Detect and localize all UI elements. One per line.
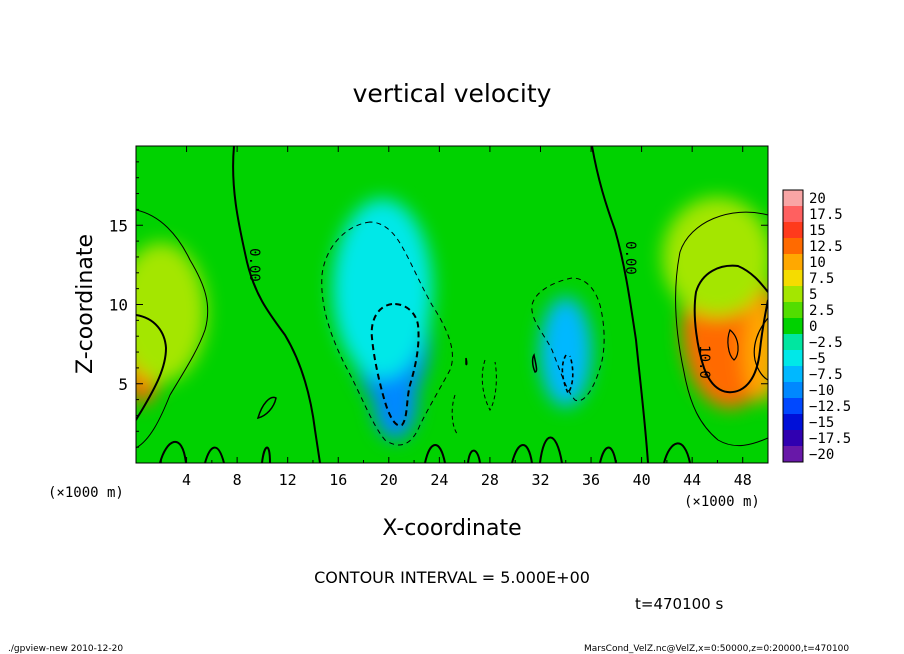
contour-m5-b: [531, 277, 605, 402]
colorbar-swatch: [783, 334, 803, 351]
colorbar-swatch: [783, 430, 803, 447]
plot-area: [136, 146, 768, 463]
colorbar-label: −12.5: [809, 399, 851, 415]
contour-15-right: [727, 329, 739, 361]
colorbar-label: 10: [809, 255, 826, 271]
colorbar-label: 5: [809, 287, 817, 303]
field-patch: [136, 242, 207, 383]
contour-m5-a: [321, 221, 453, 446]
x-tick-label: 48: [734, 471, 752, 489]
x-tick-label: 40: [633, 471, 651, 489]
contour-m5-c: [451, 394, 459, 436]
y-axis: 5 10 15: [109, 161, 768, 448]
colorbar-swatch: [783, 446, 803, 463]
colorbar-swatch: [783, 206, 803, 223]
colorbar-swatch: [783, 270, 803, 287]
field-patch: [539, 297, 592, 408]
colorbar-swatch: [783, 190, 803, 207]
colorbar-label: 2.5: [809, 303, 834, 319]
contour-label-2: 10.0: [696, 345, 712, 379]
colorbar-swatch: [783, 254, 803, 271]
contour-interval: CONTOUR INTERVAL = 5.000E+00: [314, 568, 590, 587]
colorbar-label: 15: [809, 223, 826, 239]
colorbar-label: −17.5: [809, 431, 851, 447]
contour-m10-a: [370, 302, 420, 427]
x-axis: 4 8 12 16 20 24 28 32 36 40 44 48: [160, 146, 769, 489]
colorbar-label: −15: [809, 415, 834, 431]
x-tick-label: 36: [582, 471, 600, 489]
colorbar-label: −7.5: [809, 367, 843, 383]
colorbar: 2017.51512.5107.552.50−2.5−5−7.5−10−12.5…: [782, 189, 851, 463]
contour-small-mid: [465, 353, 538, 373]
colorbar-swatch: [783, 238, 803, 255]
colorbar-label: −20: [809, 447, 834, 463]
colorbar-label: −5: [809, 351, 826, 367]
field-patch: [373, 359, 418, 440]
contour-10-right: [693, 264, 768, 394]
colorbar-label: 17.5: [809, 207, 843, 223]
time-stamp: t=470100 s: [635, 595, 723, 613]
chart-title: vertical velocity: [353, 79, 552, 108]
x-tick-label: 16: [329, 471, 347, 489]
colorbar-swatch: [783, 302, 803, 319]
x-unit-right: (×1000 m): [684, 494, 760, 510]
footer-program: ./gpview-new 2010-12-20: [8, 644, 123, 654]
field-patch: [332, 198, 433, 379]
colorbar-label: 12.5: [809, 239, 843, 255]
colorbar-label: −2.5: [809, 335, 843, 351]
colorbar-swatch: [783, 414, 803, 431]
colorbar-label: −10: [809, 383, 834, 399]
colorbar-swatch: [783, 286, 803, 303]
x-axis-label: X-coordinate: [382, 516, 521, 541]
contour-15-edge: [753, 317, 768, 381]
colorbar-swatch: [783, 366, 803, 383]
x-tick-label: 4: [182, 471, 191, 489]
contour-label-1: 0.00: [622, 241, 638, 275]
x-tick-label: 24: [430, 471, 448, 489]
zero-contour-right: [591, 146, 649, 463]
contour-labels: 0.00 0.00 10.0: [246, 241, 712, 379]
field-patch: [662, 196, 768, 317]
contour-m5-d: [481, 359, 497, 412]
y-tick-label: 15: [109, 216, 128, 235]
x-tick-label: 12: [279, 471, 297, 489]
y-axis-label: Z-coordinate: [73, 234, 98, 374]
x-tick-label: 32: [531, 471, 549, 489]
zero-contour-left: [232, 146, 321, 463]
field-patch: [743, 302, 768, 403]
colorbar-swatch: [783, 398, 803, 415]
colorbar-swatch: [783, 382, 803, 399]
colorbar-swatch: [783, 350, 803, 367]
colorbar-frame: [782, 189, 804, 463]
x-tick-label: 8: [233, 471, 242, 489]
x-tick-label: 20: [380, 471, 398, 489]
contour-m10-b: [561, 354, 574, 395]
y-tick-label: 10: [109, 296, 128, 315]
footer-source: MarsCond_VelZ.nc@VelZ,x=0:50000,z=0:2000…: [584, 644, 849, 654]
colorbar-label: 0: [809, 319, 817, 335]
bottom-bumps: [159, 436, 691, 463]
x-unit-left: (×1000 m): [48, 485, 124, 501]
colorbar-swatch: [783, 318, 803, 335]
y-tick-label: 5: [118, 375, 128, 394]
contour-5-left: [136, 209, 209, 449]
contour-label-0: 0.00: [246, 248, 262, 282]
contour-small-left: [256, 396, 277, 420]
x-tick-label: 44: [683, 471, 701, 489]
colorbar-swatch: [783, 222, 803, 239]
colorbar-label: 7.5: [809, 271, 834, 287]
plot-background: [136, 146, 768, 463]
contour-5-right: [675, 211, 768, 447]
x-tick-label: 28: [481, 471, 499, 489]
colorbar-label: 20: [809, 191, 826, 207]
